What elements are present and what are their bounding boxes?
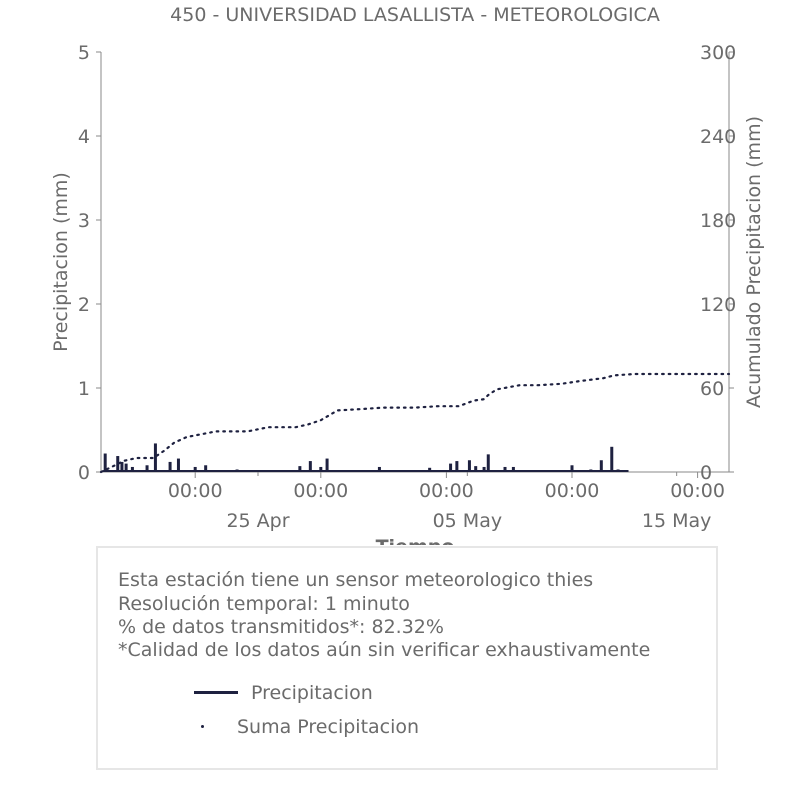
y-right-tick-label: 120 [700, 294, 736, 316]
precipitation-bar [428, 467, 432, 472]
y-left-tick-label: 3 [78, 210, 90, 232]
precipitation-bar [120, 461, 124, 472]
precipitation-bar [589, 469, 593, 472]
x-tick-date-label: 25 Apr [226, 510, 289, 532]
info-sensor-text: Esta estación tiene un sensor meteorolog… [118, 569, 594, 591]
y-axis-left-label: Precipitacion (mm) [50, 172, 72, 352]
legend-line-swatch [194, 691, 238, 694]
legend-item-precipitacion: Precipitacion [251, 682, 373, 704]
x-tick-time-label: 00:00 [168, 480, 223, 502]
precipitation-bar [570, 465, 574, 472]
info-box: Esta estación tiene un sensor meteorolog… [96, 546, 718, 770]
precipitacion-series [103, 443, 629, 472]
x-tick-time-label: 00:00 [293, 480, 348, 502]
precipitation-bar [610, 446, 614, 472]
y-left-tick-label: 2 [78, 294, 90, 316]
precipitation-bar [308, 461, 312, 472]
info-resolution-text: Resolución temporal: 1 minuto [118, 593, 410, 615]
legend-dot-swatch [201, 725, 204, 728]
precipitation-bar [486, 454, 490, 472]
x-tick-time-label: 00:00 [545, 480, 600, 502]
precipitation-bar [153, 443, 157, 472]
x-axis-label: Tiempo [376, 536, 455, 545]
suma-precipitacion-series [99, 372, 731, 474]
y-right-tick-label: 0 [700, 462, 712, 484]
precipitation-bar [474, 466, 478, 472]
precipitation-bar [103, 453, 107, 472]
precipitation-bar [377, 466, 381, 472]
precipitation-bar [467, 460, 471, 472]
y-right-tick-label: 180 [700, 210, 736, 232]
precipitation-bar [511, 466, 515, 472]
precipitation-bar [204, 465, 208, 472]
y-left-tick-label: 1 [78, 378, 90, 400]
precipitation-bar [130, 466, 134, 472]
accumulated-precipitation-line [99, 372, 731, 474]
x-tick-date-label: 15 May [642, 510, 712, 532]
precipitation-bar [325, 458, 329, 472]
precipitation-bar [235, 469, 239, 472]
y-left-tick-label: 5 [78, 42, 90, 64]
precipitation-bar [145, 465, 149, 472]
info-data-percent-text: % de datos transmitidos*: 82.32% [118, 616, 444, 638]
legend-item-suma-precipitacion: Suma Precipitacion [237, 716, 420, 738]
precipitation-bar [193, 466, 197, 472]
precipitation-bar [319, 466, 323, 472]
y-left-tick-label: 4 [78, 126, 90, 148]
x-tick-time-label: 00:00 [670, 480, 725, 502]
x-tick-date-label: 05 May [433, 510, 503, 532]
y-left-tick-label: 0 [78, 462, 90, 484]
precipitation-bar [482, 466, 486, 472]
precipitation-bar [503, 466, 507, 472]
precipitation-bar [176, 458, 180, 472]
precipitation-chart: 450 - UNIVERSIDAD LASALLISTA - METEOROLO… [50, 4, 765, 545]
precipitation-bar [124, 463, 128, 472]
precipitation-bar [599, 460, 603, 472]
y-right-tick-label: 240 [700, 126, 736, 148]
x-tick-time-label: 00:00 [419, 480, 474, 502]
chart-title: 450 - UNIVERSIDAD LASALLISTA - METEOROLO… [170, 4, 660, 26]
precipitation-bar [455, 461, 459, 472]
precipitation-bar [298, 466, 302, 472]
info-quality-note: *Calidad de los datos aún sin verificar … [118, 639, 651, 661]
y-right-tick-label: 60 [700, 378, 724, 400]
y-right-tick-label: 300 [700, 42, 736, 64]
y-axis-right-label: Acumulado Precipitacion (mm) [743, 116, 765, 408]
precipitation-bar [168, 461, 172, 472]
precipitation-bar [616, 469, 620, 472]
precipitation-bar [449, 463, 453, 472]
precipitation-bar [116, 456, 120, 472]
